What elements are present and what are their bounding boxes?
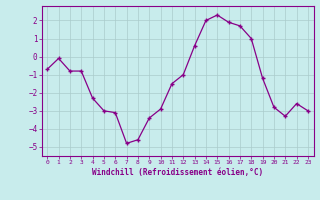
X-axis label: Windchill (Refroidissement éolien,°C): Windchill (Refroidissement éolien,°C) <box>92 168 263 177</box>
